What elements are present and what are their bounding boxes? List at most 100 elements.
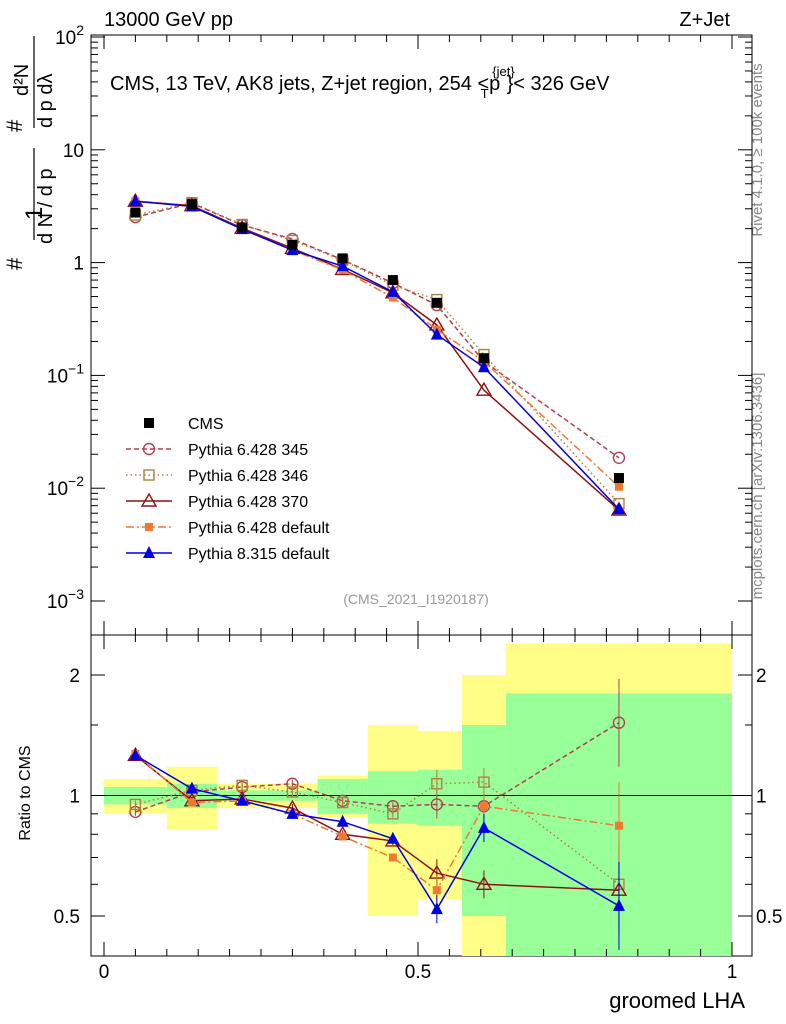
ratio-point-p8def — [185, 781, 198, 794]
y-tick-exponent: −1 — [68, 360, 84, 376]
point-p6def — [388, 293, 397, 302]
point-p8def — [430, 327, 443, 340]
plot-title-sub: T — [481, 86, 489, 101]
y-tick-label: 1 — [73, 254, 84, 275]
ratio-point-p8def — [129, 748, 142, 761]
y-tick-label: 10−3 — [47, 586, 84, 613]
ratio-point-p346 — [431, 778, 443, 790]
ratio-tick-label-right: 2 — [756, 666, 767, 687]
series-p8def — [129, 194, 625, 515]
ratio-point-p6def — [479, 802, 488, 811]
point-p8def — [612, 502, 625, 515]
point-p6def — [614, 482, 623, 491]
legend-marker-p8def — [143, 546, 155, 558]
point-p8def — [336, 259, 349, 272]
series-line-p346 — [135, 201, 620, 505]
point-data — [431, 297, 442, 308]
series-p346 — [129, 196, 625, 510]
legend-label-p6def: Pythia 6.428 default — [188, 520, 330, 537]
legend-item-p370: Pythia 6.428 370 — [126, 492, 308, 511]
ratio-point-p345 — [612, 716, 626, 729]
ratio-point-p346 — [387, 808, 399, 820]
side-mcplots-label: mcplots.cern.ch [arXiv:1306.3436] — [749, 373, 766, 600]
ratio-point-p345 — [430, 798, 444, 811]
legend-label-p345: Pythia 6.428 345 — [188, 442, 308, 459]
main-series — [127, 192, 628, 516]
ratio-uncertainty-bands — [91, 643, 752, 956]
ratio-line-p345 — [135, 722, 620, 813]
ratio-point-p370 — [475, 875, 493, 891]
header-right: Z+Jet — [679, 9, 730, 31]
ratio-point-p8def — [386, 831, 399, 844]
point-data — [130, 207, 141, 218]
y-tick-label: 10−2 — [47, 473, 84, 500]
y-tick-label: 10 — [63, 141, 84, 162]
ylabel-d2N: d²N — [11, 64, 33, 96]
x-axis-label: groomed LHA — [609, 988, 745, 1013]
y-tick-label: 102 — [55, 22, 84, 49]
ratio-point-p346 — [286, 786, 299, 798]
ratio-tick-label-right: 0.5 — [756, 907, 782, 928]
legend-item-p346: Pythia 6.428 346 — [126, 468, 308, 485]
band-inner — [317, 778, 368, 814]
x-tick-label: 1 — [727, 962, 738, 983]
point-data — [387, 275, 398, 286]
point-data — [478, 353, 489, 364]
ratio-point-p346 — [129, 798, 142, 811]
ratio-point-p6def — [338, 832, 347, 841]
ratio-point-p346 — [336, 796, 349, 809]
point-p370 — [610, 501, 628, 516]
ratio-line-p346 — [135, 781, 620, 885]
series-line-p370 — [135, 200, 620, 511]
point-p345 — [612, 451, 626, 464]
plot-title-sup: {jet} — [492, 64, 515, 79]
main-panel-frame — [90, 34, 753, 636]
point-data — [337, 253, 348, 264]
ylabel-hash1: # — [2, 257, 27, 270]
point-data — [237, 222, 248, 233]
plot-title-end: }< 326 GeV — [507, 73, 611, 95]
ratio-point-p6def — [614, 821, 623, 830]
legend-item-p8def: Pythia 8.315 default — [126, 546, 330, 563]
y-axis-label-ratio: Ratio to CMS — [17, 745, 34, 840]
ylabel-hash2: # — [2, 119, 27, 132]
ratio-point-p6def — [432, 886, 441, 895]
legend-marker-p6def — [145, 523, 153, 531]
legend-item-p6def: Pythia 6.428 default — [126, 520, 330, 537]
ratio-tick-label-left: 0.5 — [54, 907, 80, 928]
ratio-point-p6def — [388, 853, 397, 862]
series-data — [130, 199, 624, 484]
ratio-point-p6def — [187, 798, 196, 807]
ratio-point-p346 — [236, 779, 248, 792]
ratio-tick-label-right: 1 — [756, 787, 767, 808]
side-rivet-label: Rivet 4.1.0, ≥ 100k events — [749, 63, 766, 236]
ratio-series — [127, 678, 628, 950]
ratio-point-p8def — [612, 898, 625, 911]
ratio-axis-ticks: 0.5 0.5 1 1 2 2 — [54, 666, 783, 928]
point-data — [613, 473, 624, 484]
point-p8def — [129, 194, 142, 207]
header-left: 13000 GeV pp — [104, 9, 233, 31]
legend-label-p346: Pythia 6.428 346 — [188, 468, 308, 485]
y-tick-base: 10 — [47, 479, 68, 500]
ratio-point-p8def — [336, 814, 349, 827]
legend-label-p370: Pythia 6.428 370 — [188, 494, 308, 511]
x-axis-ticks: 0 0.5 1 — [99, 35, 738, 983]
y-tick-exponent: 2 — [76, 22, 84, 38]
series-p370 — [127, 192, 628, 516]
y-tick-base: 10 — [55, 28, 76, 49]
y-tick-label: 10−1 — [47, 360, 84, 387]
point-data — [186, 199, 197, 210]
ylabel-dpdl: d p dλ — [35, 74, 57, 128]
ratio-tick-label-left: 2 — [69, 666, 80, 687]
ylabel-dN: d N / d p — [35, 168, 57, 244]
ratio-point-p346 — [478, 776, 490, 788]
legend-marker-p370 — [140, 492, 158, 507]
y-tick-exponent: −2 — [68, 473, 84, 489]
series-line-p8def — [135, 200, 620, 510]
legend-label-p8def: Pythia 8.315 default — [188, 546, 330, 563]
point-data — [287, 239, 298, 250]
point-p8def — [386, 284, 399, 297]
x-tick-label: 0 — [99, 962, 110, 983]
